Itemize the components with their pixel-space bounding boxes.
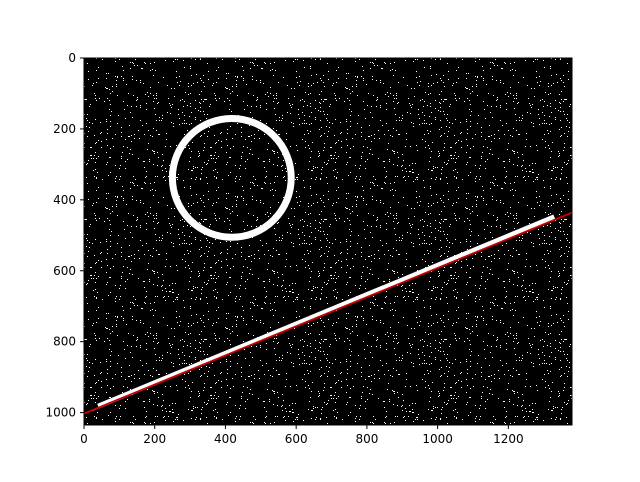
x-axis: 0 200 400 600 800 1000 1200 (80, 425, 524, 446)
x-tick-label: 800 (355, 432, 378, 446)
white-line (97, 214, 556, 409)
x-tick-label: 1000 (422, 432, 453, 446)
y-tick-label: 600 (53, 264, 76, 278)
plot-frame (83, 57, 573, 426)
detected-circle (168, 114, 295, 241)
y-tick-label: 200 (53, 122, 76, 136)
x-tick-label: 0 (80, 432, 88, 446)
x-tick-label: 200 (143, 432, 166, 446)
y-tick-label: 400 (53, 193, 76, 207)
fitted-line (84, 211, 572, 415)
y-axis: 0 200 400 600 800 1000 (45, 51, 84, 420)
x-tick-label: 1200 (493, 432, 524, 446)
x-tick-label: 600 (285, 432, 308, 446)
y-tick-label: 1000 (45, 406, 76, 420)
y-tick-label: 800 (53, 335, 76, 349)
y-tick-label: 0 (68, 51, 76, 65)
x-tick-label: 400 (214, 432, 237, 446)
